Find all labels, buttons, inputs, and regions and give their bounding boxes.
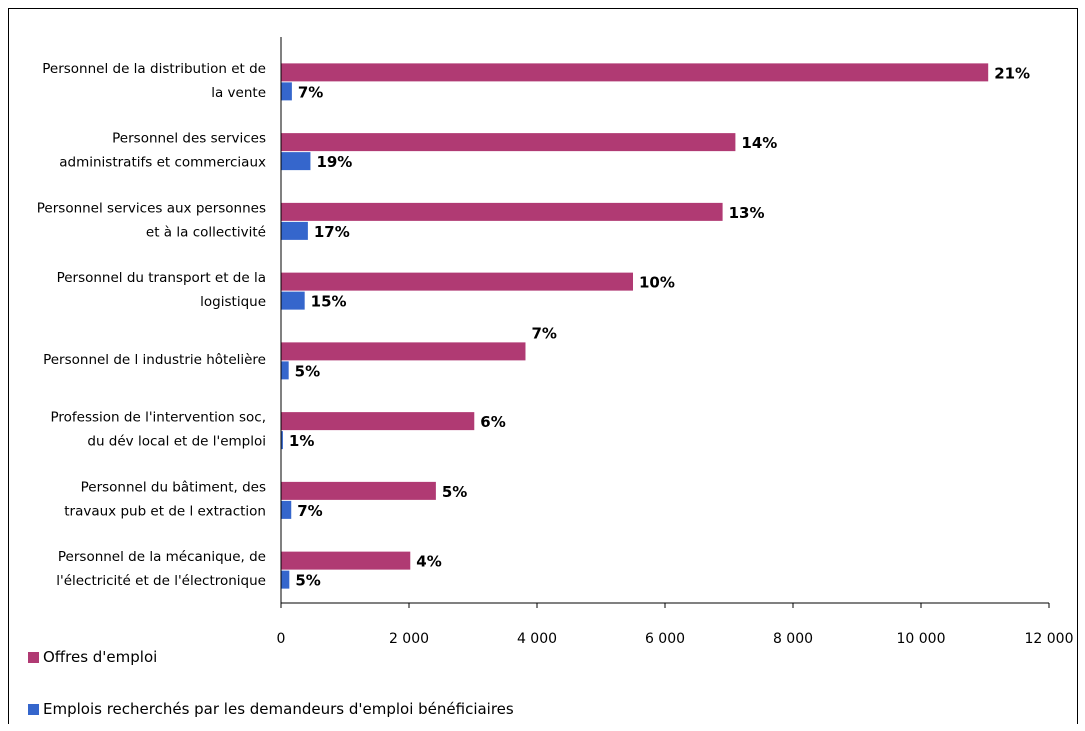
x-tick-label-6: 12 000 [1025, 631, 1074, 647]
x-tick-label-5: 10 000 [897, 631, 946, 647]
category-label-6-0: Personnel du bâtiment, des [81, 479, 266, 495]
category-label-4-0: Personnel de l industrie hôtelière [43, 352, 266, 368]
labels-layer: 21% 7% Personnel de la distribution et de l… [37, 61, 1030, 590]
legend-swatch-emplois [28, 703, 39, 715]
category-label-7-0: Personnel de la mécanique, de [58, 549, 266, 565]
category-label-0-0: Personnel de la distribution et de [42, 61, 266, 77]
legend-label-offres: Offres d'emploi [43, 648, 158, 666]
data-label-emplois-3: 15% [311, 293, 347, 311]
x-tick-label-3: 6 000 [645, 631, 685, 647]
x-axis: 0 2 000 4 000 6 000 8 000 10 000 12 000 [277, 37, 1074, 647]
legend-item-emplois: Emplois recherchés par les demandeurs d'… [28, 700, 514, 718]
bar-offres-6 [281, 481, 436, 500]
data-label-offres-5: 6% [480, 413, 505, 431]
category-label-3-0: Personnel du transport et de la [57, 270, 266, 286]
bars-layer [281, 63, 989, 589]
category-label-7-1: l'électricité et de l'électronique [56, 573, 266, 589]
category-label-2-0: Personnel services aux personnes [37, 200, 266, 216]
data-label-emplois-1: 19% [316, 153, 352, 171]
bar-offres-2 [281, 202, 723, 221]
data-label-offres-4: 7% [531, 324, 556, 342]
bar-offres-5 [281, 412, 475, 431]
chart-frame [8, 8, 1078, 724]
category-label-1-0: Personnel des services [112, 131, 266, 147]
legend-label-emplois: Emplois recherchés par les demandeurs d'… [43, 700, 514, 718]
bar-emplois-0 [281, 82, 292, 101]
bar-offres-4 [281, 342, 526, 361]
x-tick-label-0: 0 [277, 631, 286, 647]
category-label-1-1: administratifs et commerciaux [59, 155, 266, 171]
category-label-5-0: Profession de l'intervention soc, [51, 410, 267, 426]
x-tick-label-1: 2 000 [389, 631, 429, 647]
category-label-6-1: travaux pub et de l extraction [64, 503, 266, 519]
category-label-2-1: et à la collectivité [146, 224, 266, 240]
data-label-offres-3: 10% [639, 274, 675, 292]
bar-emplois-2 [281, 221, 308, 240]
data-label-emplois-7: 5% [295, 572, 320, 590]
bar-emplois-3 [281, 291, 305, 310]
bar-offres-0 [281, 63, 989, 82]
data-label-offres-2: 13% [729, 204, 765, 222]
bar-emplois-5 [281, 431, 283, 450]
bar-offres-1 [281, 133, 736, 152]
x-tick-label-2: 4 000 [517, 631, 557, 647]
bar-emplois-4 [281, 361, 289, 380]
category-label-5-1: du dév local et de l'emploi [87, 434, 266, 450]
data-label-offres-7: 4% [416, 553, 441, 571]
bar-emplois-6 [281, 500, 292, 519]
legend-item-offres: Offres d'emploi [28, 648, 157, 666]
data-label-offres-1: 14% [741, 134, 777, 152]
data-label-offres-6: 5% [442, 483, 467, 501]
category-label-3-1: logistique [200, 294, 266, 310]
x-tick-label-4: 8 000 [773, 631, 813, 647]
bar-emplois-7 [281, 570, 290, 589]
data-label-emplois-0: 7% [298, 83, 323, 101]
bar-offres-7 [281, 551, 411, 570]
data-label-emplois-5: 1% [289, 432, 314, 450]
data-label-emplois-4: 5% [295, 362, 320, 380]
legend-swatch-offres [28, 651, 39, 663]
data-label-offres-0: 21% [994, 64, 1030, 82]
data-label-emplois-6: 7% [297, 502, 322, 520]
data-label-emplois-2: 17% [314, 223, 350, 241]
category-label-0-1: la vente [211, 85, 266, 101]
bar-emplois-1 [281, 152, 311, 171]
bar-offres-3 [281, 272, 633, 291]
